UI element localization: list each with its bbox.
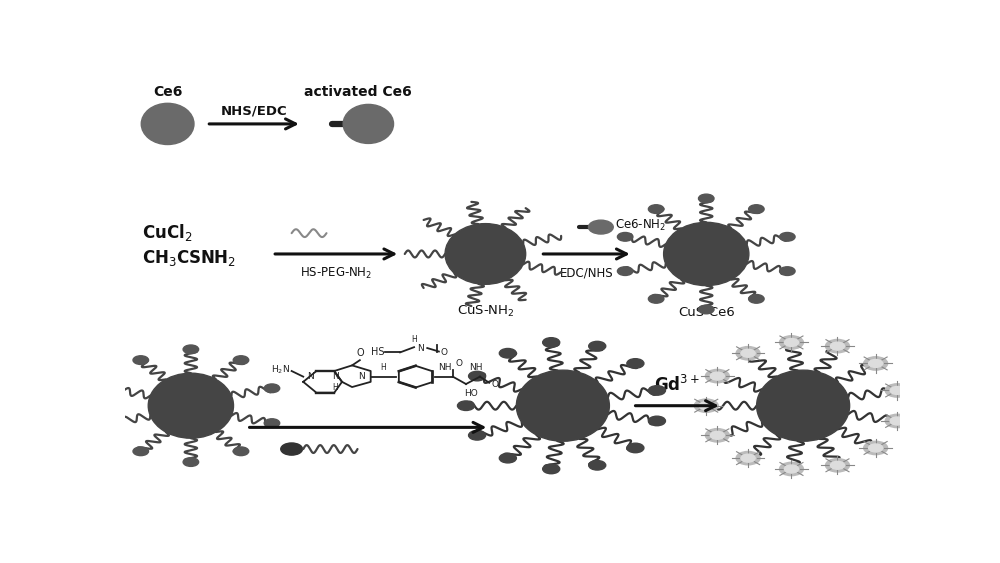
Text: HS-PEG-NH$_2$: HS-PEG-NH$_2$ — [300, 266, 372, 281]
Text: H: H — [380, 363, 386, 372]
Text: H: H — [411, 335, 417, 343]
Circle shape — [741, 454, 755, 462]
Circle shape — [885, 414, 909, 428]
Circle shape — [698, 194, 714, 203]
Circle shape — [749, 205, 764, 213]
Text: NHS/EDC: NHS/EDC — [221, 104, 288, 118]
Ellipse shape — [516, 370, 609, 441]
Text: O: O — [456, 359, 463, 368]
Circle shape — [648, 205, 664, 213]
Text: EDC/NHS: EDC/NHS — [560, 266, 614, 279]
Circle shape — [457, 401, 475, 410]
Circle shape — [102, 419, 118, 427]
Circle shape — [617, 267, 633, 275]
Circle shape — [589, 461, 606, 470]
Circle shape — [705, 428, 729, 442]
Circle shape — [710, 431, 724, 439]
Circle shape — [627, 359, 644, 368]
Text: Ce6-NH$_2$: Ce6-NH$_2$ — [615, 218, 666, 233]
Circle shape — [617, 233, 633, 241]
Circle shape — [741, 349, 755, 357]
Ellipse shape — [148, 373, 234, 438]
Text: CuS-Ce6: CuS-Ce6 — [678, 306, 735, 319]
Circle shape — [133, 447, 149, 455]
Ellipse shape — [664, 222, 749, 285]
Text: N: N — [358, 372, 365, 381]
Circle shape — [543, 338, 560, 347]
Circle shape — [749, 294, 764, 303]
Text: CuS-NH$_2$: CuS-NH$_2$ — [457, 304, 514, 319]
Circle shape — [543, 464, 560, 473]
Circle shape — [784, 338, 799, 346]
Circle shape — [183, 345, 199, 354]
Circle shape — [864, 357, 888, 370]
Text: H$_2$N: H$_2$N — [271, 364, 290, 376]
Circle shape — [281, 443, 302, 455]
Circle shape — [705, 369, 729, 383]
Text: CH$_3$CSNH$_2$: CH$_3$CSNH$_2$ — [142, 248, 236, 269]
Text: H: H — [332, 382, 338, 391]
Circle shape — [264, 384, 280, 392]
Ellipse shape — [757, 370, 850, 441]
Text: Gd$^{3+}$: Gd$^{3+}$ — [654, 375, 700, 395]
Circle shape — [648, 386, 665, 395]
Circle shape — [499, 453, 516, 463]
Text: NH: NH — [438, 363, 452, 372]
Circle shape — [698, 305, 714, 314]
Circle shape — [869, 444, 883, 452]
Circle shape — [588, 220, 613, 234]
Ellipse shape — [445, 224, 526, 284]
Text: HS: HS — [371, 347, 385, 358]
Circle shape — [736, 347, 760, 360]
Text: CuCl$_2$: CuCl$_2$ — [142, 222, 192, 243]
Circle shape — [826, 459, 849, 472]
Text: activated Ce6: activated Ce6 — [304, 85, 411, 99]
Circle shape — [780, 233, 795, 241]
Circle shape — [183, 458, 199, 466]
Ellipse shape — [141, 104, 194, 145]
Text: N: N — [307, 372, 314, 381]
Text: O: O — [492, 379, 499, 388]
Circle shape — [699, 402, 713, 410]
Text: NH: NH — [469, 363, 483, 372]
Circle shape — [784, 465, 799, 473]
Circle shape — [830, 342, 845, 350]
Circle shape — [233, 447, 249, 455]
Circle shape — [826, 339, 849, 353]
Text: O: O — [356, 348, 364, 358]
Circle shape — [864, 441, 888, 455]
Circle shape — [736, 452, 760, 465]
Circle shape — [710, 372, 724, 380]
Text: HO: HO — [465, 389, 478, 398]
Circle shape — [830, 461, 845, 469]
Circle shape — [589, 341, 606, 351]
Text: Ce6: Ce6 — [153, 85, 182, 99]
Circle shape — [648, 294, 664, 303]
Circle shape — [780, 462, 803, 476]
Circle shape — [890, 387, 904, 395]
Circle shape — [469, 431, 486, 440]
Ellipse shape — [343, 104, 394, 144]
Circle shape — [694, 399, 718, 412]
Circle shape — [780, 336, 803, 349]
Circle shape — [869, 360, 883, 368]
Circle shape — [264, 419, 280, 427]
Circle shape — [648, 416, 665, 426]
Circle shape — [102, 384, 118, 392]
Text: N: N — [332, 372, 338, 381]
Circle shape — [885, 384, 909, 397]
Text: N: N — [417, 343, 424, 352]
Circle shape — [890, 417, 904, 425]
Circle shape — [133, 356, 149, 364]
Circle shape — [499, 348, 516, 358]
Circle shape — [780, 267, 795, 275]
Circle shape — [233, 356, 249, 364]
Text: O: O — [440, 348, 447, 357]
Circle shape — [469, 372, 486, 381]
Circle shape — [627, 443, 644, 453]
